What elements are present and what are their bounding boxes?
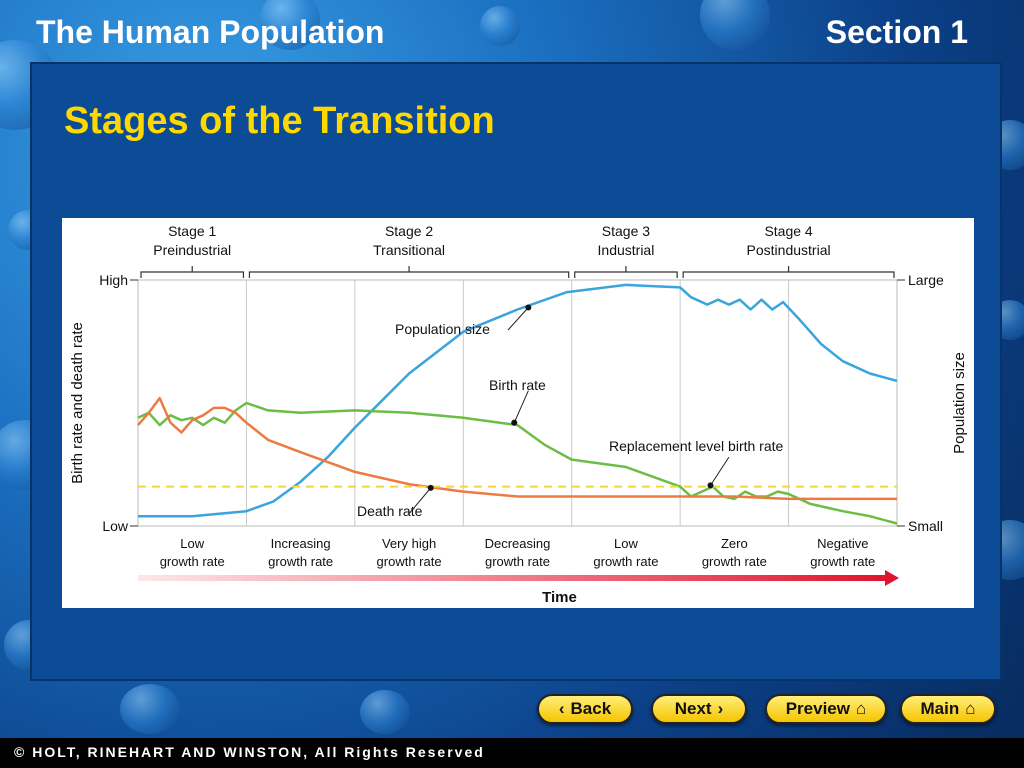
replacement-level-annotation-leader xyxy=(710,456,730,486)
home-icon: ⌂ xyxy=(965,699,976,718)
right-axis-title: Population size xyxy=(951,352,968,454)
phase-label-line1: Very high xyxy=(382,536,436,551)
stage-label: Industrial xyxy=(598,242,655,258)
phase-label-line2: growth rate xyxy=(702,554,767,569)
death-rate-line xyxy=(137,396,897,501)
home-icon: ⌂ xyxy=(855,699,867,718)
left-tick-high: High xyxy=(99,272,128,288)
population-size-annotation: Population size xyxy=(395,321,490,337)
population-size-annotation-leader xyxy=(507,307,529,331)
section-header-title: The Human Population xyxy=(36,14,385,50)
phase-label-line2: growth rate xyxy=(593,554,658,569)
phase-label-line2: growth rate xyxy=(485,554,550,569)
right-tick-small: Small xyxy=(908,518,943,534)
back-button-label: Back xyxy=(570,699,612,718)
section-number: Section 1 xyxy=(825,14,968,50)
stage-label: Transitional xyxy=(373,242,445,258)
stage-label: Preindustrial xyxy=(153,242,231,258)
main-button-label: Main xyxy=(920,699,960,718)
phase-label-line2: growth rate xyxy=(268,554,333,569)
stage-bracket xyxy=(682,271,895,278)
death-rate-annotation-leader xyxy=(408,487,432,515)
demographic-transition-chart: Stage 1 Preindustrial Stage 2 Transitional S… xyxy=(69,223,968,606)
birth-rate-annotation-dot xyxy=(511,419,518,426)
time-arrow-shaft xyxy=(138,575,887,581)
birth-rate-annotation-leader xyxy=(513,390,529,423)
stage-bracket xyxy=(140,271,245,278)
population-size-annotation-dot xyxy=(525,304,532,311)
back-button[interactable]: ‹ Back xyxy=(537,694,633,724)
phase-label-line2: growth rate xyxy=(160,554,225,569)
phase-label-line1: Increasing xyxy=(271,536,331,551)
phase-label-line1: Low xyxy=(180,536,204,551)
stage-name: Stage 3 xyxy=(602,223,650,239)
plot-frame xyxy=(137,279,898,527)
slide-panel: Stages of the Transition Stage 1 Preindus… xyxy=(30,62,1002,681)
x-axis-title: Time xyxy=(542,589,577,606)
birth-rate-annotation: Birth rate xyxy=(489,377,546,393)
chart-container: Stage 1 Preindustrial Stage 2 Transitional S… xyxy=(62,218,974,608)
preview-button[interactable]: Preview ⌂ xyxy=(765,694,887,724)
stage-bracket xyxy=(574,271,678,278)
main-button[interactable]: Main ⌂ xyxy=(900,694,996,724)
population-size-line xyxy=(138,283,898,518)
death-rate-annotation-dot xyxy=(427,484,434,491)
phase-label-line2: growth rate xyxy=(810,554,875,569)
time-arrow-head xyxy=(885,570,899,586)
stage-bracket xyxy=(248,271,570,278)
stage-name: Stage 1 xyxy=(168,223,216,239)
slide-title: Stages of the Transition xyxy=(64,100,495,142)
phase-label-line1: Zero xyxy=(721,536,748,551)
replacement-level-annotation: Replacement level birth rate xyxy=(609,438,784,454)
replacement-level-annotation-dot xyxy=(707,482,714,489)
footer-bar xyxy=(0,738,1024,768)
preview-button-label: Preview xyxy=(785,699,850,718)
copyright-text: © HOLT, RINEHART AND WINSTON, All Rights… xyxy=(14,744,485,760)
birth-rate-line xyxy=(137,401,898,525)
death-rate-annotation: Death rate xyxy=(357,503,423,519)
stage-name: Stage 4 xyxy=(764,223,812,239)
phase-label-line1: Decreasing xyxy=(485,536,551,551)
phase-label-line2: growth rate xyxy=(377,554,442,569)
phase-label-line1: Low xyxy=(614,536,638,551)
right-tick-large: Large xyxy=(908,272,944,288)
next-button[interactable]: Next › xyxy=(651,694,747,724)
stage-name: Stage 2 xyxy=(385,223,433,239)
phase-label-line1: Negative xyxy=(817,536,868,551)
chevron-left-icon: ‹ xyxy=(558,699,565,718)
left-tick-low: Low xyxy=(102,518,129,534)
next-button-label: Next xyxy=(674,699,712,718)
chevron-right-icon: › xyxy=(717,699,724,718)
stage-label: Postindustrial xyxy=(747,242,831,258)
left-axis-title: Birth rate and death rate xyxy=(69,322,86,484)
